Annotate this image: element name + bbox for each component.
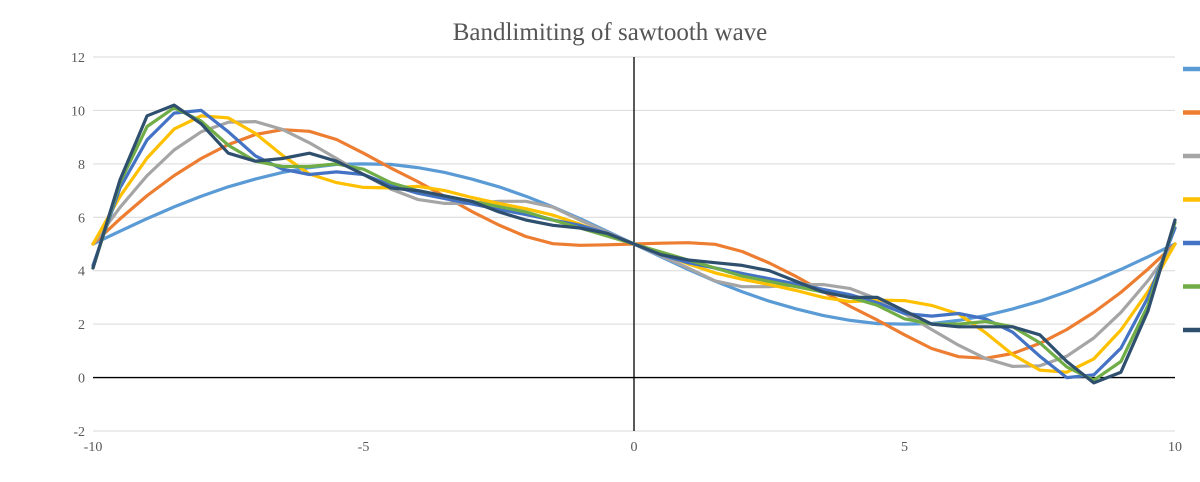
y-tick-label: 0 xyxy=(78,372,85,387)
series-lines xyxy=(91,103,1177,385)
y-tick-label: 8 xyxy=(78,158,85,173)
y-axis-tick-labels: -2 0 2 4 6 8 10 12 xyxy=(71,51,85,440)
y-tick-label: 10 xyxy=(71,104,85,119)
legend xyxy=(1183,66,1200,333)
series-line-7 xyxy=(91,103,1177,385)
x-tick-label: 10 xyxy=(1168,440,1182,455)
x-tick-label: 0 xyxy=(631,440,638,455)
x-tick-label: -10 xyxy=(84,440,103,455)
y-tick-label: 12 xyxy=(71,51,85,66)
x-axis-tick-labels: -10 -5 0 5 10 xyxy=(84,440,1182,455)
x-tick-label: -5 xyxy=(358,440,370,455)
chart-title: Bandlimiting of sawtooth wave xyxy=(453,19,768,46)
y-tick-label: 4 xyxy=(78,265,85,280)
x-tick-label: 5 xyxy=(901,440,908,455)
y-tick-label: -2 xyxy=(73,425,85,440)
y-tick-label: 2 xyxy=(78,318,85,333)
y-tick-label: 6 xyxy=(78,211,85,226)
